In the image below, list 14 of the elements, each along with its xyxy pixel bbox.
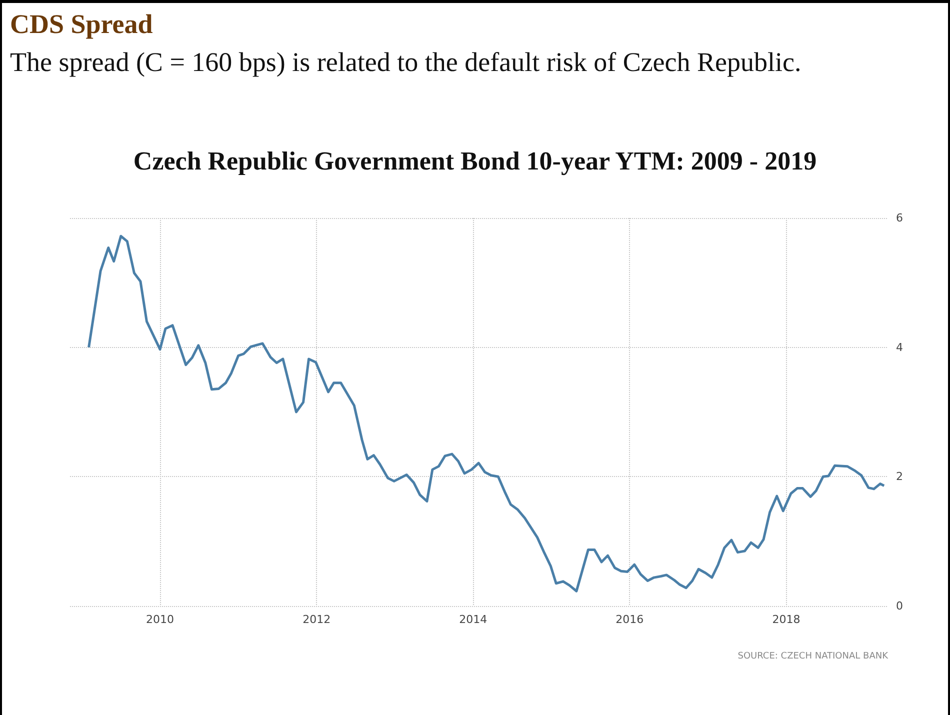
source-note: SOURCE: CZECH NATIONAL BANK bbox=[738, 652, 890, 662]
x-tick-label: 2012 bbox=[302, 613, 331, 626]
text: The spread (C = 160 bps) is related to the default risk of Czech Republic. bbox=[10, 47, 802, 78]
x-tick-label: 2010 bbox=[146, 613, 174, 626]
chart-title: Czech Republic Government Bond 10-year YTM: 2009 - 2019 bbox=[133, 146, 817, 176]
x-tick-label: 2014 bbox=[459, 613, 488, 626]
x-tick-label: 2018 bbox=[772, 613, 800, 626]
line-series bbox=[88, 234, 886, 592]
text: CDS Spread bbox=[10, 9, 153, 40]
x-tick-label: 2016 bbox=[616, 613, 644, 626]
y-tick-label: 4 bbox=[896, 340, 903, 354]
y-tick-label: 6 bbox=[896, 212, 903, 224]
y-tick-label: 0 bbox=[896, 600, 903, 612]
y-tick-label: 2 bbox=[896, 470, 903, 484]
